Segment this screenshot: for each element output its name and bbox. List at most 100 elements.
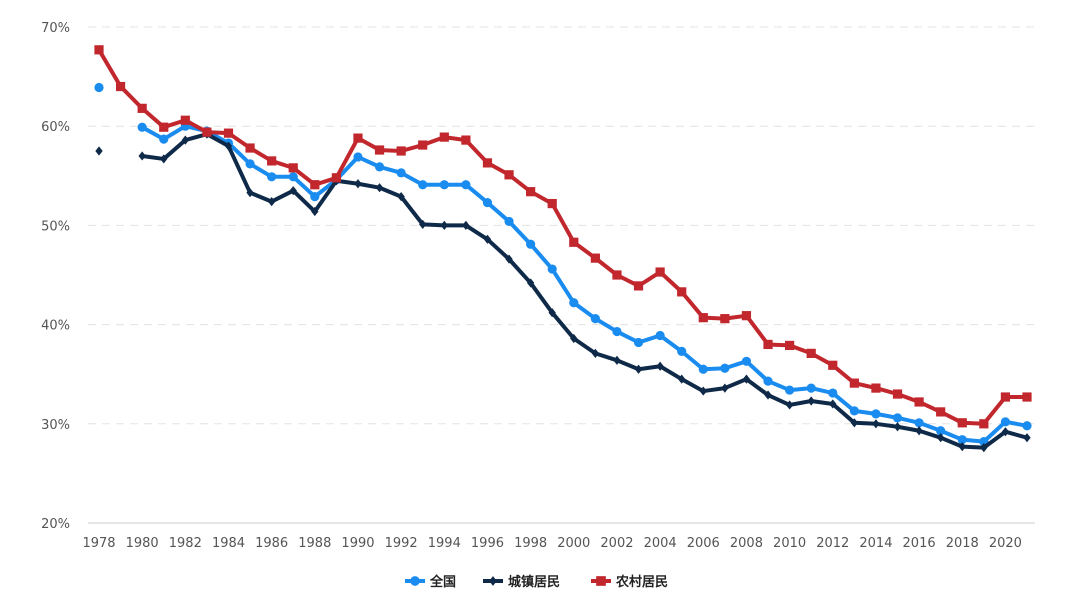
data-point: [397, 192, 405, 202]
data-point: [914, 397, 924, 407]
data-point: [1001, 427, 1010, 437]
data-point: [418, 180, 428, 190]
data-point: [504, 170, 514, 180]
legend-swatch-marker: [489, 576, 497, 586]
data-point: [871, 409, 881, 419]
data-point: [245, 143, 255, 153]
data-point: [613, 355, 621, 365]
data-point: [634, 364, 643, 374]
data-point: [310, 180, 320, 190]
data-point: [849, 406, 859, 416]
data-point: [763, 376, 773, 386]
data-point: [505, 254, 513, 264]
data-point: [439, 132, 449, 142]
data-point: [892, 413, 903, 423]
data-point: [288, 163, 298, 173]
data-point: [462, 220, 470, 230]
x-tick-label: 1990: [341, 536, 374, 551]
data-point: [590, 314, 600, 324]
series-lines: [94, 45, 1032, 453]
data-point: [1000, 392, 1011, 402]
data-point: [785, 400, 794, 410]
data-point: [138, 151, 146, 161]
x-tick-label: 1982: [169, 536, 202, 551]
data-point: [655, 267, 665, 277]
data-point: [94, 45, 104, 55]
data-point: [871, 383, 881, 393]
x-tick-label: 1988: [298, 536, 331, 551]
data-point: [806, 348, 816, 358]
x-tick-label: 1992: [385, 536, 418, 551]
x-tick-label: 1996: [471, 536, 504, 551]
x-tick-label: 1984: [212, 536, 245, 551]
data-point: [849, 378, 859, 388]
data-point: [699, 386, 707, 396]
data-point: [547, 264, 557, 274]
data-point: [94, 82, 104, 93]
data-point: [137, 103, 147, 113]
data-point: [160, 154, 168, 164]
x-tick-label: 2020: [989, 536, 1022, 551]
x-tick-label: 1978: [82, 536, 115, 551]
data-point: [374, 162, 385, 172]
x-tick-label: 2014: [859, 536, 892, 551]
legend-swatch-marker: [410, 576, 420, 586]
y-tick-label: 40%: [41, 319, 70, 334]
x-tick-label: 1986: [255, 536, 288, 551]
legend-item[interactable]: 农村居民: [591, 574, 668, 590]
y-tick-label: 60%: [41, 120, 70, 135]
data-point: [180, 115, 190, 125]
data-point: [1022, 392, 1032, 402]
data-point: [677, 346, 687, 356]
data-point: [979, 419, 989, 429]
series-line: [97, 47, 1029, 426]
legend-item[interactable]: 城镇居民: [483, 574, 560, 590]
data-point: [569, 237, 579, 247]
data-point: [980, 443, 988, 453]
data-point: [289, 186, 297, 196]
series-line: [140, 132, 1029, 450]
y-tick-label: 50%: [41, 219, 70, 234]
grid-lines: [88, 26, 1035, 425]
data-point: [612, 270, 622, 280]
data-point: [482, 158, 493, 168]
data-point: [288, 172, 298, 182]
data-point: [720, 314, 730, 324]
data-point: [396, 168, 406, 178]
data-point: [115, 81, 126, 92]
data-point: [1023, 433, 1031, 443]
data-point: [763, 339, 773, 350]
data-point: [806, 383, 816, 393]
data-point: [95, 146, 103, 156]
legend-label: 农村居民: [615, 574, 668, 590]
data-point: [785, 340, 795, 351]
series-3: [94, 45, 1032, 429]
y-axis-tick-labels: 20% 30% 40% 50% 60% 70%: [41, 21, 70, 532]
data-point: [936, 433, 945, 443]
data-point: [698, 313, 708, 323]
data-point: [829, 399, 837, 409]
data-point: [590, 253, 600, 263]
data-point: [656, 361, 664, 371]
data-point: [224, 141, 233, 151]
x-tick-label: 2018: [946, 536, 979, 551]
data-point: [570, 333, 578, 344]
data-point: [504, 216, 514, 227]
data-point: [915, 426, 923, 436]
data-point: [159, 134, 169, 144]
legend[interactable]: 全国 城镇居民 农村居民: [405, 574, 668, 590]
legend-swatch-marker: [596, 576, 606, 586]
data-point: [461, 135, 471, 145]
data-point: [828, 388, 838, 398]
data-point: [569, 298, 579, 308]
data-point: [914, 418, 924, 428]
data-point: [633, 281, 644, 291]
data-point: [633, 337, 644, 348]
data-point: [526, 278, 535, 288]
data-point: [267, 172, 277, 182]
x-tick-label: 1998: [514, 536, 547, 551]
data-point: [936, 426, 946, 436]
data-point: [1022, 421, 1032, 431]
legend-item[interactable]: 全国: [405, 574, 456, 590]
